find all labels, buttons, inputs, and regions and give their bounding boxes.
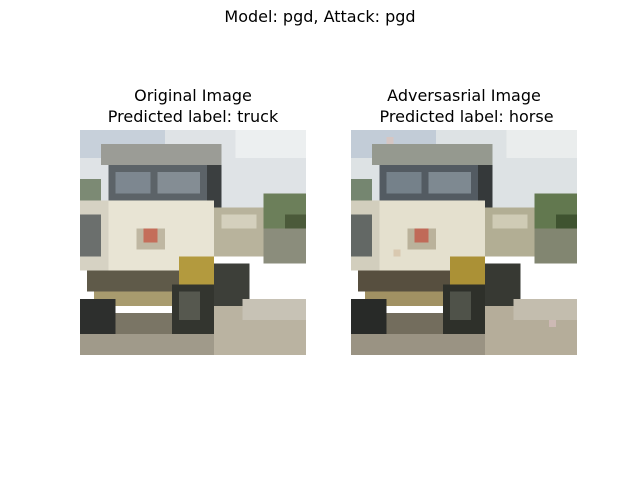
figure-title: Model: pgd, Attack: pgd — [224, 7, 416, 26]
truck-image-original — [80, 130, 306, 355]
original-image-title: Original Image Predicted label: truck — [40, 85, 346, 127]
original-title-line2: Predicted label: truck — [107, 107, 279, 126]
adversarial-image-title: Adversasrial Image Predicted label: hors… — [311, 85, 617, 127]
adversarial-title-line1: Adversasrial Image — [387, 86, 541, 105]
original-title-line1: Original Image — [134, 86, 252, 105]
truck-image-adversarial — [351, 130, 577, 355]
adversarial-title-line2: Predicted label: horse — [374, 107, 554, 126]
adversarial-image — [351, 130, 577, 355]
original-image — [80, 130, 306, 355]
